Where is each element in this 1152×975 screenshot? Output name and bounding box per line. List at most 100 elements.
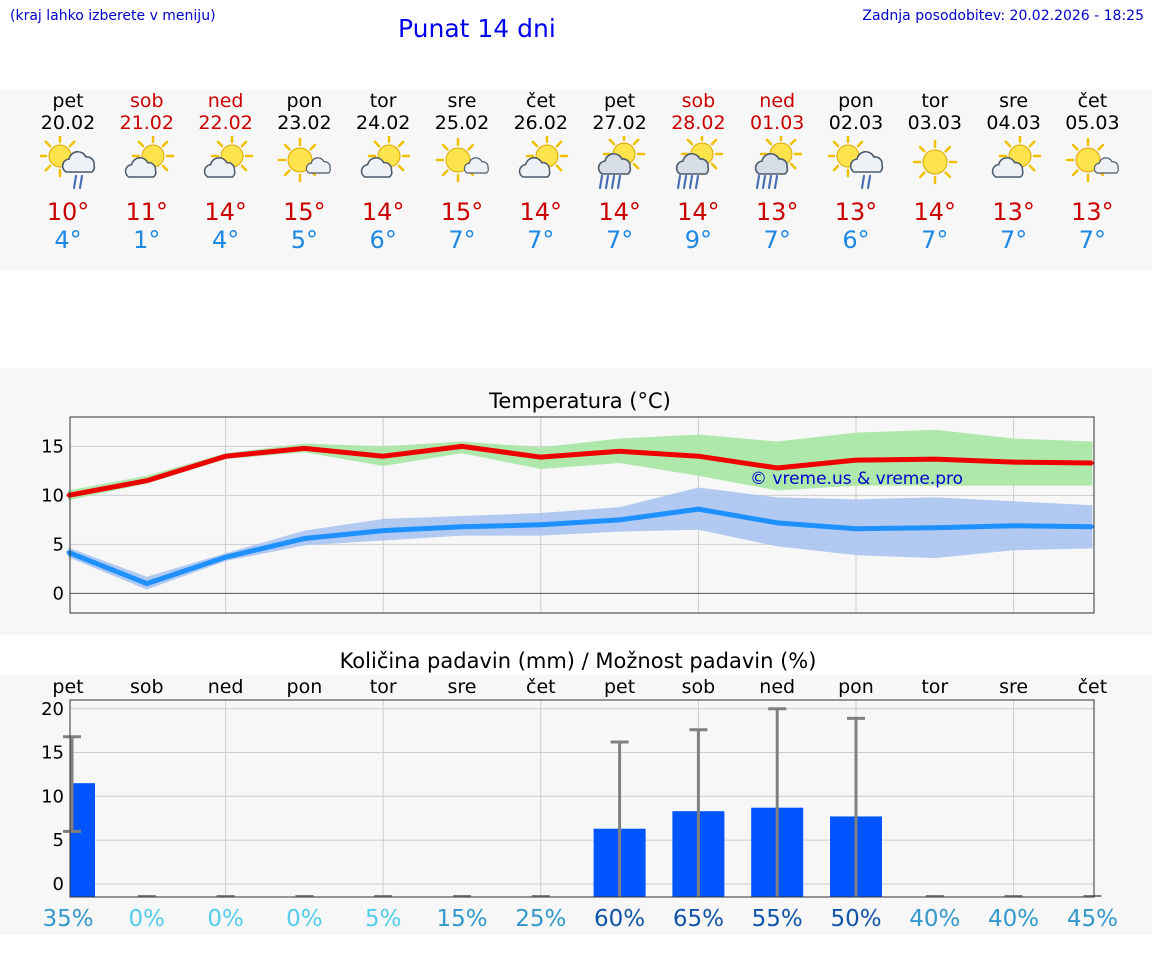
precip-plot-frame [69, 699, 1095, 898]
day-name: čet [526, 90, 556, 112]
precip-y-tick: 5 [53, 830, 64, 851]
precipitation-chart-title: Količina padavin (mm) / Možnost padavin … [340, 649, 817, 673]
precip-chance: 35% [42, 906, 93, 932]
precip-day-label: tor [921, 676, 948, 698]
temperature-point-min [460, 525, 464, 529]
precip-day-label: ned [759, 676, 795, 698]
temp-max: 14° [361, 198, 405, 226]
sun-glyph [912, 139, 958, 185]
day-name: sob [130, 90, 164, 112]
precip-chance: 0% [129, 906, 166, 932]
cloud-glyph [306, 157, 332, 174]
temp-max: 15° [440, 198, 484, 226]
temp-min: 4° [54, 226, 82, 254]
temperature-point-min [145, 582, 149, 586]
temperature-plot-frame [69, 416, 1095, 614]
sun-behind-cloud-icon [203, 136, 253, 178]
precip-day-label: sre [999, 676, 1028, 698]
watermark: © vreme.us & vreme.pro [750, 469, 963, 489]
sun-behind-cloud-icon [518, 136, 569, 178]
temperature-line-max [67, 443, 1093, 498]
cloud-glyph [991, 157, 1024, 178]
temp-min: 7° [1078, 226, 1107, 254]
sun-behind-cloud-icon [360, 136, 411, 178]
sun-cloud-rain-icon [754, 136, 803, 190]
temp-min: 6° [842, 226, 870, 254]
precip-day-label: sre [448, 676, 477, 698]
precip-day-label: sob [682, 676, 716, 698]
temperature-point-max [145, 479, 149, 483]
temp-max: 14° [913, 198, 957, 226]
sun-small-cloud-icon [1066, 137, 1120, 183]
precip-day-label: pet [604, 676, 635, 698]
rain-glyph [677, 174, 700, 190]
temperature-line-min [67, 506, 1093, 587]
precip-day-label: pon [838, 676, 874, 698]
cloud-glyph [61, 151, 96, 173]
sun-small-cloud-icon [435, 137, 489, 183]
last-update: Zadnja posodobitev: 20.02.2026 - 18:25 [862, 8, 1144, 24]
sun-cloud-rain-icon [597, 136, 645, 190]
rain-glyph [598, 174, 621, 190]
day-date: 27.02 [592, 112, 647, 134]
temperature-band-min [68, 487, 1093, 590]
temp-max: 11° [125, 198, 169, 226]
day-name: sre [999, 90, 1029, 112]
cloud-glyph [1094, 157, 1120, 174]
sun-icon [912, 139, 958, 185]
day-name: sob [681, 90, 716, 112]
day-name: ned [759, 90, 796, 112]
precip-bar [70, 783, 95, 897]
precip-y-tick: 20 [41, 699, 64, 720]
temp-min: 7° [763, 226, 791, 254]
day-date: 02.03 [828, 112, 884, 134]
day-date: 22.02 [198, 112, 253, 134]
temperature-point-min [381, 529, 385, 533]
day-name: pon [286, 90, 323, 112]
sun-cloud-light-rain-icon [828, 136, 884, 190]
temp-min: 4° [211, 226, 240, 254]
sun-behind-cloud-icon [124, 136, 175, 178]
page-title: Punat 14 dni [398, 14, 556, 43]
temperature-point-min [1012, 524, 1016, 528]
precip-plot-area [70, 700, 1094, 897]
precip-chance: 60% [594, 906, 645, 932]
temp-min: 7° [999, 226, 1028, 254]
cloud-glyph [754, 153, 789, 175]
day-name: ned [207, 90, 244, 112]
precip-chance: 15% [436, 906, 487, 932]
precip-chance: 25% [515, 906, 566, 932]
precip-day-label: tor [370, 676, 397, 698]
temperature-point-max [696, 454, 700, 458]
day-date: 23.02 [277, 112, 332, 134]
precip-day-label: čet [1078, 676, 1108, 698]
temp-min: 7° [448, 226, 476, 254]
day-name: čet [1077, 90, 1108, 112]
temp-max: 10° [46, 198, 90, 226]
cloud-glyph [676, 153, 710, 175]
day-date: 21.02 [119, 112, 174, 134]
temperature-point-max [854, 458, 858, 462]
precip-y-tick: 15 [41, 743, 64, 764]
day-name: tor [369, 90, 397, 112]
precip-day-label: pet [52, 676, 83, 698]
temp-max: 13° [1071, 198, 1114, 226]
temperature-point-max [460, 444, 464, 448]
day-date: 20.02 [40, 112, 96, 134]
temperature-point-min [224, 555, 228, 559]
temperature-point-min [696, 507, 700, 511]
day-name: pet [52, 90, 84, 112]
temp-max: 14° [204, 198, 247, 226]
cloud-glyph [518, 157, 551, 178]
sun-cloud-light-rain-icon [40, 136, 96, 190]
day-date: 04.03 [986, 112, 1041, 134]
temp-max: 14° [598, 198, 641, 226]
day-date: 25.02 [434, 112, 490, 134]
temperature-point-max [381, 454, 385, 458]
day-date: 24.02 [355, 112, 411, 134]
rain-glyph [72, 174, 84, 190]
temp-min: 6° [369, 226, 397, 254]
rain-glyph [860, 174, 872, 190]
day-date: 26.02 [513, 112, 568, 134]
day-name: sre [447, 90, 477, 112]
